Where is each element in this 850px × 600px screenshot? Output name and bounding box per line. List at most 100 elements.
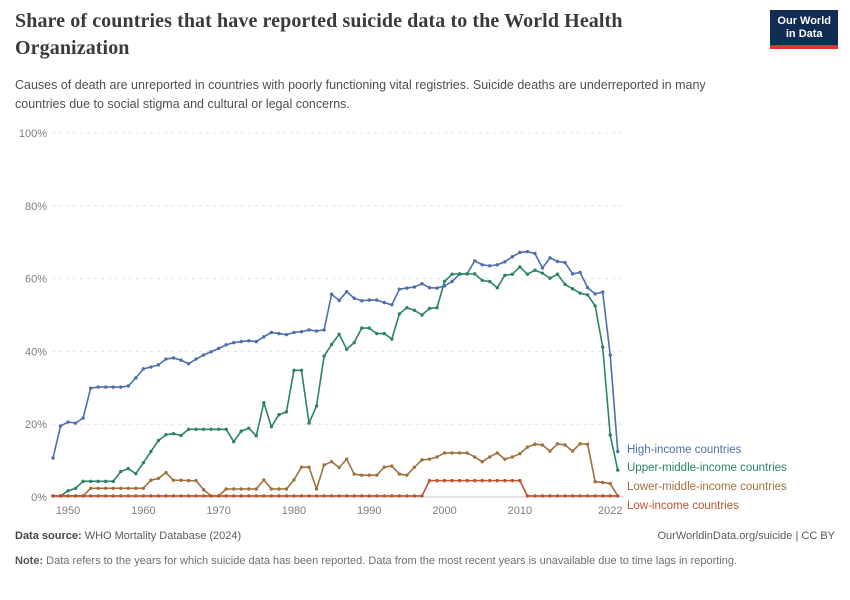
data-point[interactable] [412, 494, 417, 498]
data-point[interactable] [570, 287, 575, 291]
data-point[interactable] [390, 464, 394, 468]
data-point[interactable] [420, 458, 424, 462]
data-point[interactable] [457, 451, 462, 455]
data-point[interactable] [141, 494, 146, 498]
data-point[interactable] [555, 272, 560, 276]
data-point[interactable] [442, 279, 447, 284]
data-point[interactable] [119, 494, 123, 498]
data-point[interactable] [216, 494, 221, 498]
data-point[interactable] [66, 494, 70, 498]
data-point[interactable] [329, 459, 334, 464]
data-point[interactable] [224, 487, 228, 491]
data-point[interactable] [292, 494, 296, 498]
data-point[interactable] [156, 363, 161, 367]
data-point[interactable] [134, 376, 138, 380]
data-point[interactable] [329, 494, 334, 498]
x-tick-label[interactable]: 1990 [357, 505, 381, 517]
data-point[interactable] [510, 478, 515, 483]
x-tick-label[interactable]: 1960 [131, 505, 155, 517]
data-point[interactable] [171, 478, 176, 482]
x-tick-label[interactable]: 1970 [206, 505, 230, 517]
data-point[interactable] [457, 272, 462, 276]
data-point[interactable] [254, 434, 259, 438]
data-point[interactable] [585, 286, 590, 290]
data-point[interactable] [382, 465, 387, 469]
data-point[interactable] [390, 337, 394, 341]
data-point[interactable] [141, 367, 146, 371]
data-point[interactable] [96, 479, 100, 484]
data-point[interactable] [58, 424, 63, 428]
data-point[interactable] [337, 494, 341, 498]
data-point[interactable] [232, 340, 236, 345]
data-point[interactable] [344, 457, 349, 461]
data-point[interactable] [88, 479, 93, 484]
data-point[interactable] [292, 330, 296, 335]
data-point[interactable] [367, 494, 371, 498]
x-tick-label[interactable]: 2000 [432, 505, 456, 517]
data-point[interactable] [314, 329, 319, 333]
data-point[interactable] [375, 298, 379, 302]
data-point[interactable] [570, 494, 575, 498]
data-point[interactable] [201, 353, 206, 357]
data-point[interactable] [375, 331, 379, 336]
data-point[interactable] [600, 345, 605, 349]
data-point[interactable] [600, 290, 605, 294]
data-point[interactable] [548, 494, 552, 498]
data-point[interactable] [186, 362, 191, 366]
data-point[interactable] [585, 494, 590, 498]
data-point[interactable] [119, 469, 123, 474]
data-point[interactable] [616, 494, 620, 498]
data-point[interactable] [171, 431, 176, 436]
data-point[interactable] [525, 445, 530, 449]
data-point[interactable] [96, 385, 100, 389]
data-point[interactable] [488, 455, 492, 459]
data-point[interactable] [427, 478, 432, 483]
owid-logo[interactable]: Our World in Data [770, 10, 838, 49]
data-point[interactable] [600, 494, 605, 498]
data-point[interactable] [51, 494, 55, 498]
data-point[interactable] [533, 251, 537, 256]
data-point[interactable] [570, 272, 575, 276]
data-point[interactable] [88, 386, 93, 390]
data-point[interactable] [96, 486, 100, 490]
data-point[interactable] [247, 426, 251, 430]
data-point[interactable] [134, 494, 138, 498]
data-point[interactable] [262, 478, 266, 482]
data-point[interactable] [360, 299, 364, 303]
data-point[interactable] [156, 476, 161, 481]
data-point[interactable] [104, 486, 108, 490]
data-point[interactable] [58, 494, 63, 498]
data-point[interactable] [442, 478, 447, 483]
data-point[interactable] [360, 326, 364, 330]
data-point[interactable] [435, 286, 439, 290]
data-point[interactable] [518, 250, 522, 255]
data-point[interactable] [510, 455, 515, 459]
data-point[interactable] [149, 494, 153, 498]
data-point[interactable] [616, 468, 620, 472]
data-point[interactable] [209, 427, 213, 431]
data-point[interactable] [171, 356, 176, 360]
data-point[interactable] [149, 449, 153, 454]
data-point[interactable] [73, 421, 78, 425]
data-point[interactable] [420, 281, 424, 286]
data-point[interactable] [262, 401, 266, 405]
data-point[interactable] [525, 494, 530, 498]
data-point[interactable] [314, 487, 319, 491]
data-point[interactable] [156, 494, 161, 498]
data-point[interactable] [412, 285, 417, 289]
data-point[interactable] [81, 416, 85, 420]
data-point[interactable] [81, 494, 85, 498]
data-point[interactable] [578, 442, 582, 446]
data-point[interactable] [269, 330, 274, 335]
data-point[interactable] [525, 272, 530, 276]
data-point[interactable] [141, 461, 146, 465]
data-point[interactable] [435, 306, 439, 310]
data-point[interactable] [329, 292, 334, 296]
data-point[interactable] [179, 358, 183, 362]
data-point[interactable] [194, 427, 198, 431]
data-point[interactable] [472, 259, 477, 263]
data-point[interactable] [292, 478, 296, 482]
legend-item-low-income[interactable]: Low-income countries [627, 500, 739, 512]
data-point[interactable] [472, 455, 477, 459]
data-point[interactable] [488, 264, 492, 268]
